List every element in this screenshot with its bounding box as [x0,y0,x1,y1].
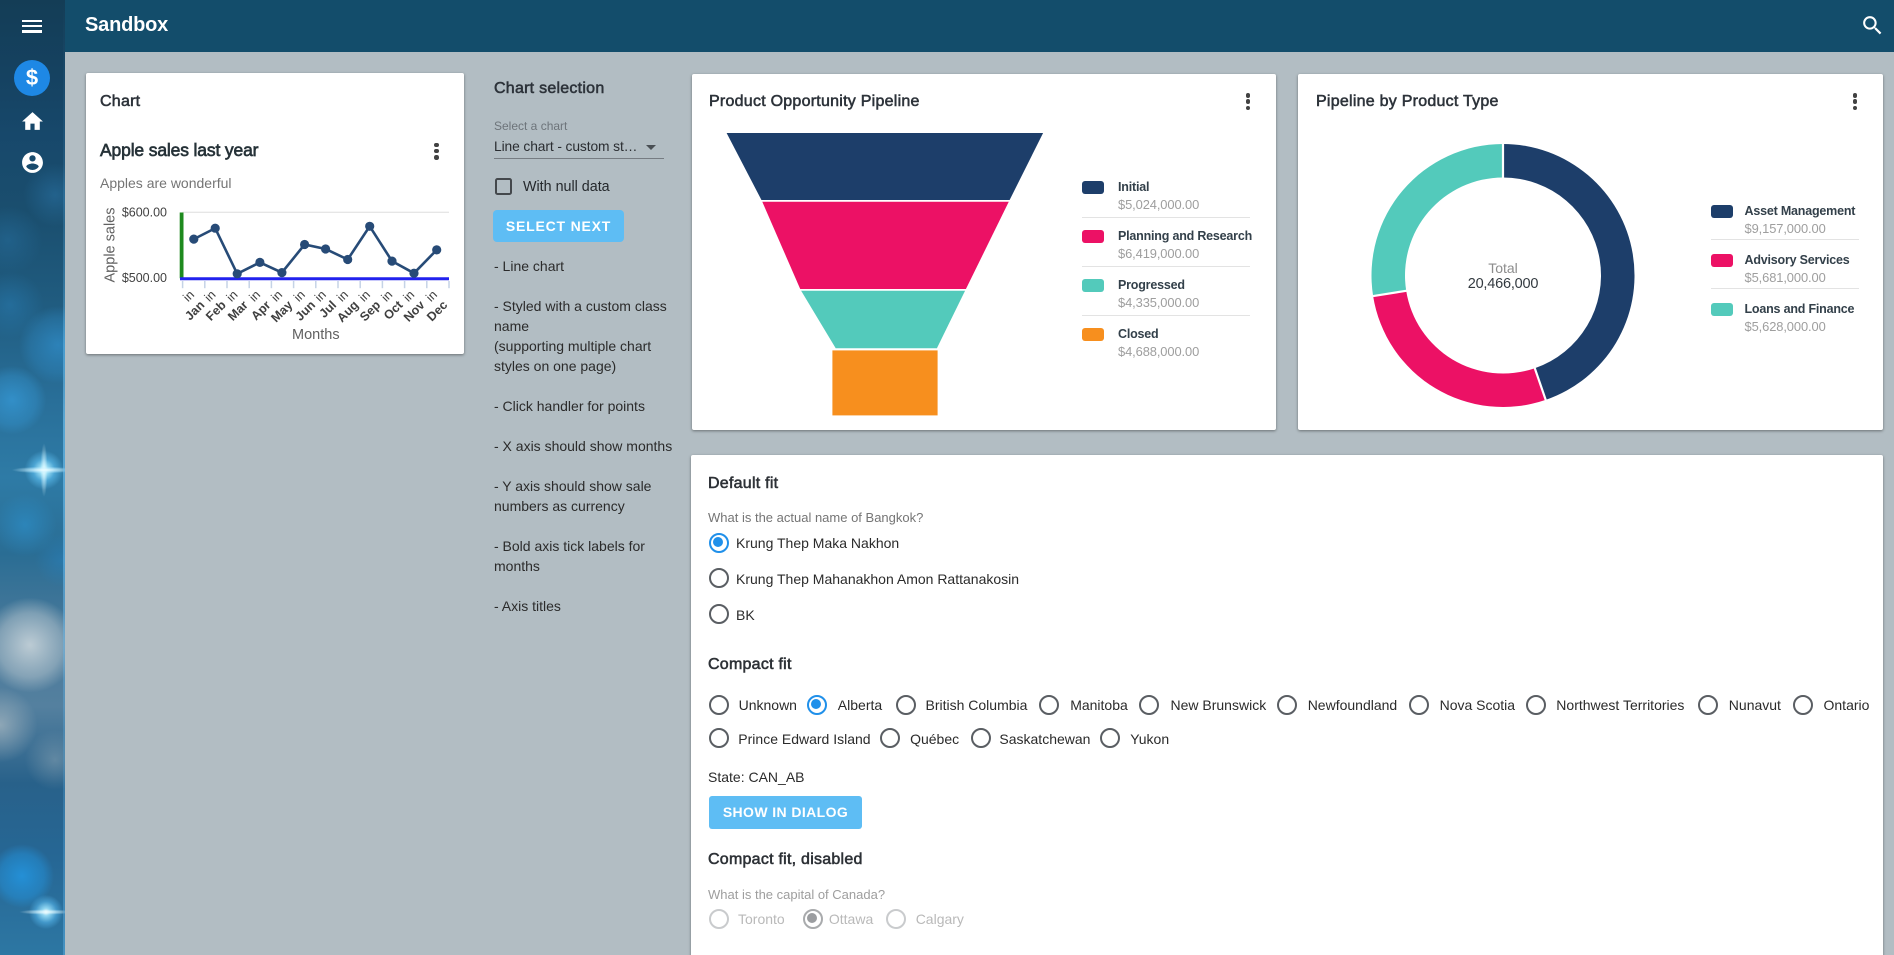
svg-text:20,466,000: 20,466,000 [1468,276,1539,292]
svg-text:Apple sales: Apple sales [103,208,119,283]
svg-text:$600.00: $600.00 [122,206,167,220]
svg-text:Total: Total [1488,260,1518,276]
svg-text:Months: Months [292,327,340,343]
svg-text:$500.00: $500.00 [122,271,167,285]
